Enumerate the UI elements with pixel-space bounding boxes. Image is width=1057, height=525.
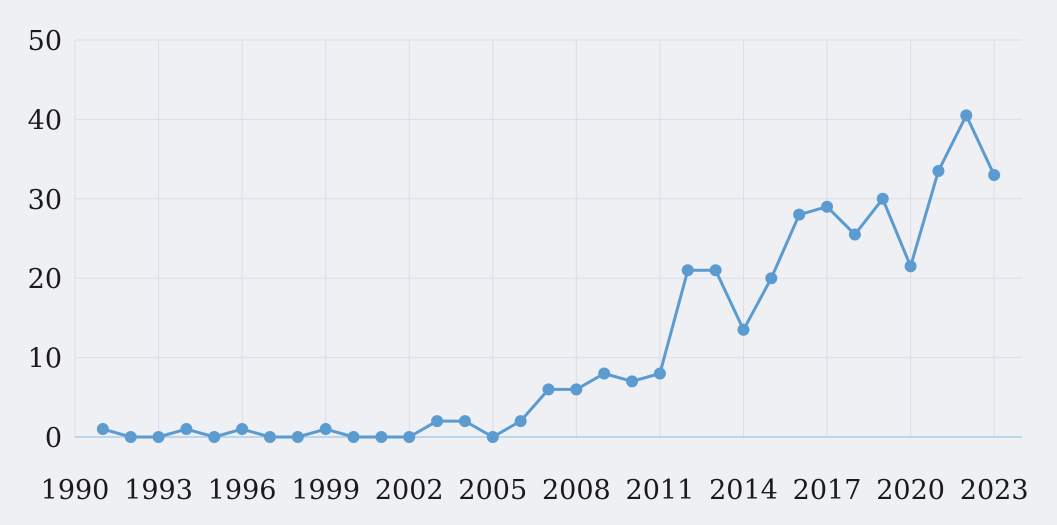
x-tick-label: 2014	[709, 475, 778, 506]
data-point	[347, 431, 360, 443]
x-tick-label: 1999	[291, 475, 360, 506]
data-point	[765, 272, 778, 285]
x-tick-label: 1996	[208, 475, 277, 506]
data-point	[821, 200, 834, 213]
data-point	[263, 431, 276, 443]
data-point	[431, 415, 444, 428]
data-point	[514, 415, 527, 428]
data-point	[737, 323, 750, 336]
series-layer	[96, 109, 1001, 443]
data-point	[876, 192, 889, 205]
y-tick-label: 30	[28, 185, 62, 216]
data-point	[653, 367, 666, 380]
x-tick-label: 2011	[626, 475, 695, 506]
data-point	[180, 423, 193, 436]
data-point	[486, 431, 499, 443]
y-tick-label: 20	[28, 264, 62, 295]
data-point	[375, 431, 388, 443]
x-tick-label: 1993	[124, 475, 193, 506]
data-point	[458, 415, 471, 428]
data-point	[932, 165, 945, 178]
data-point	[403, 431, 416, 443]
x-tick-label: 2002	[375, 475, 444, 506]
data-point	[626, 375, 639, 388]
x-tick-label: 1990	[41, 475, 110, 506]
x-tick-label: 2023	[960, 475, 1029, 506]
data-point	[124, 431, 137, 443]
data-point	[152, 431, 165, 443]
x-tick-label: 2020	[876, 475, 945, 506]
data-point	[542, 383, 555, 396]
data-point	[598, 367, 611, 380]
data-point	[96, 423, 109, 436]
x-tick-label: 2008	[542, 475, 611, 506]
data-point	[709, 264, 722, 277]
data-point	[960, 109, 973, 122]
plot-area	[75, 40, 1022, 437]
data-point	[319, 423, 332, 436]
x-tick-label: 2017	[793, 475, 862, 506]
y-tick-label: 10	[28, 344, 62, 375]
data-point	[291, 431, 304, 443]
data-point	[208, 431, 221, 443]
y-tick-labels: 0 10 20 30 40 50	[28, 26, 62, 454]
y-tick-label: 50	[28, 26, 62, 57]
data-point	[988, 168, 1001, 181]
data-point	[793, 208, 806, 221]
y-tick-label: 40	[28, 105, 62, 136]
data-point	[570, 383, 583, 396]
data-point	[236, 423, 249, 436]
x-tick-label: 2005	[458, 475, 527, 506]
data-point	[848, 228, 861, 241]
data-point	[904, 260, 917, 273]
data-point	[681, 264, 694, 277]
y-tick-label: 0	[45, 423, 62, 454]
x-tick-labels: 1990 1993 1996 1999 2002 2005 2008 2011 2014 2017…	[41, 475, 1029, 506]
